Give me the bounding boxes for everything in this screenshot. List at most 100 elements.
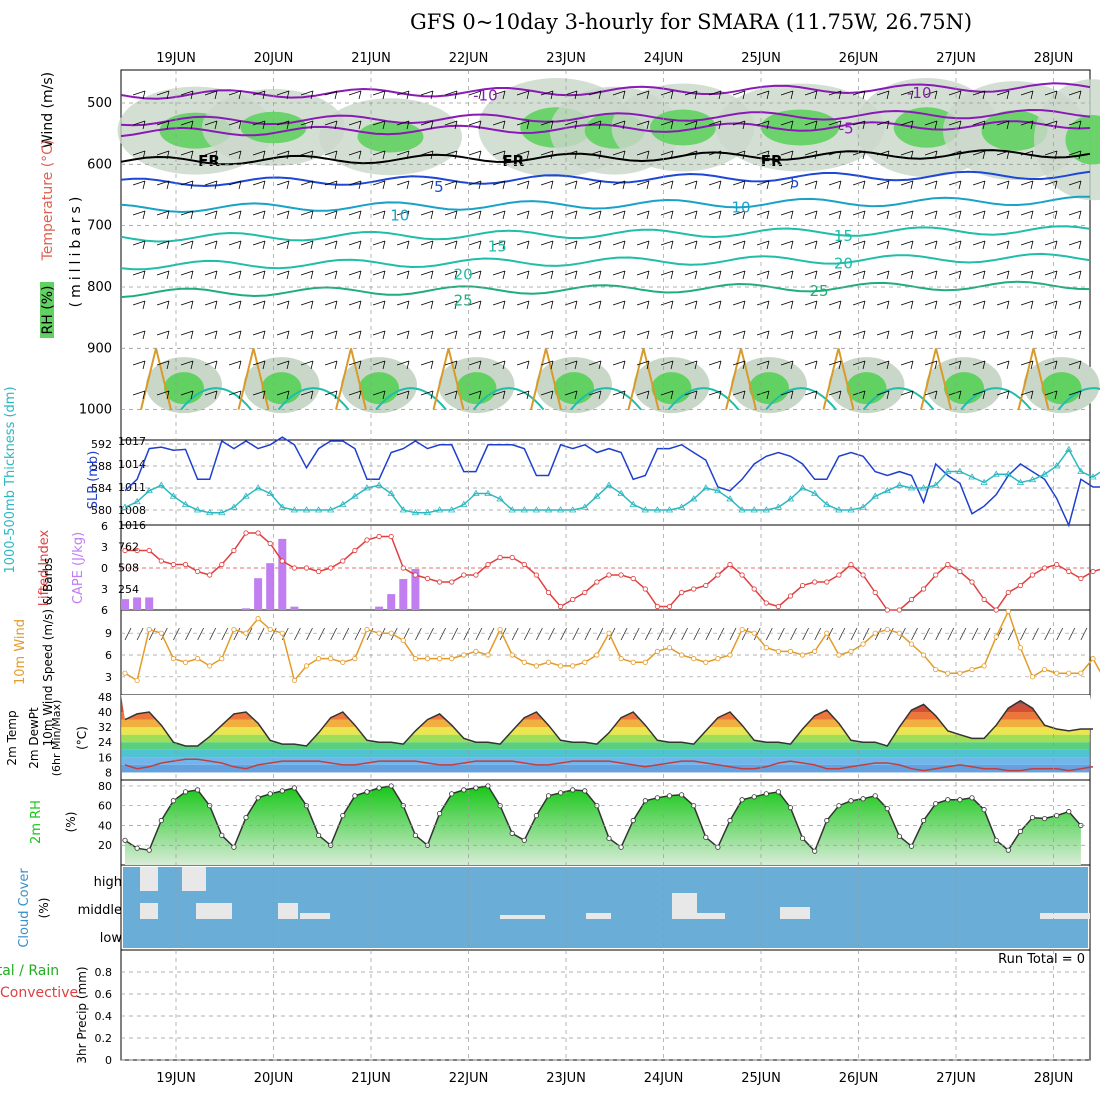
wind-barb <box>996 90 1010 96</box>
wind-barb <box>1030 120 1034 130</box>
wind10m-series-point <box>376 630 382 636</box>
rh2m-series-point <box>945 797 951 803</box>
wind-barb <box>214 300 218 310</box>
wind-barb <box>910 210 914 220</box>
wind-barb <box>526 330 530 340</box>
rh2m-series-point <box>884 806 890 812</box>
thickness-series-point <box>145 486 153 494</box>
wind10m-series-point <box>618 656 624 662</box>
pressure-tick-label: 800 <box>87 280 112 295</box>
wind-barb <box>1020 240 1034 246</box>
thickness-series-point <box>750 506 758 513</box>
wind10m-series-point <box>400 637 406 644</box>
wind-barb <box>622 210 626 220</box>
thickness-series-point <box>556 506 565 513</box>
wind-barb <box>324 210 338 216</box>
wind-barb <box>718 390 722 400</box>
wind-barb <box>804 270 818 276</box>
wind-barb <box>598 300 602 310</box>
wind-barb <box>550 360 554 370</box>
wind10m-series-point <box>1078 670 1084 676</box>
rh-shading <box>749 372 789 405</box>
wind-barb <box>540 150 554 156</box>
wind-barb <box>564 270 578 276</box>
wind-barb-10m <box>378 627 386 641</box>
pressure-tick-label: 600 <box>87 157 112 172</box>
wind-barb <box>852 330 866 336</box>
wind-barb <box>766 240 770 250</box>
wind-barb <box>358 330 362 340</box>
thickness-series-point <box>496 495 504 502</box>
lifted-index-series-point <box>388 533 394 540</box>
date-label-bottom: 27JUN <box>936 1071 976 1086</box>
lifted-index-series-point <box>303 565 310 571</box>
wind-barb <box>804 210 818 216</box>
wind10m-series-point <box>594 652 600 658</box>
rh2m-series-point <box>981 807 987 813</box>
lifted-index-series-point <box>449 579 455 585</box>
lifted-index-series-point <box>630 575 636 582</box>
wind-barb <box>526 390 530 400</box>
axis-label-wind-full: 10m Wind Speed (m/s) & Barbs <box>41 558 55 747</box>
wind-barb <box>238 300 242 310</box>
date-label-bottom: 20JUN <box>254 1071 294 1086</box>
wind-barb <box>828 330 842 336</box>
thickness-series-point <box>157 481 166 488</box>
wind10m-series-point <box>328 656 334 662</box>
wind-barb <box>156 300 170 306</box>
wind-barb <box>262 390 266 400</box>
wind-barb <box>948 240 962 246</box>
cape-tick-label: 254 <box>118 583 139 596</box>
wind-barb <box>588 150 602 156</box>
wind-barb <box>732 390 746 396</box>
wind-barb <box>478 270 482 280</box>
dewpoint-series <box>124 758 1094 772</box>
wind-barb <box>564 390 578 396</box>
lifted-index-series-point <box>1090 568 1096 575</box>
temp-tick-label: 24 <box>98 736 112 749</box>
wind-barb <box>636 330 650 336</box>
wind-barb <box>564 300 578 306</box>
surface-isotherm <box>920 348 952 410</box>
wind10m-series-point <box>557 663 564 669</box>
wind-barb <box>492 240 506 246</box>
wind-barb <box>804 120 818 126</box>
cape-tick-label: 508 <box>118 562 139 575</box>
wind-barb <box>348 330 362 336</box>
wind-barb-10m <box>366 627 374 641</box>
wind-barb <box>708 180 722 186</box>
wind-barb <box>886 90 890 100</box>
axis-label-dewpt: 2m DewPt <box>27 707 41 769</box>
wind-barb <box>838 210 842 220</box>
wind-barb <box>574 270 578 280</box>
axis-label-precip: 3hr Precip (mm) <box>75 966 89 1063</box>
rh2m-series-point <box>582 788 588 794</box>
wind10m-series-point <box>170 656 176 662</box>
wind-barb <box>828 270 842 276</box>
wind-barb <box>732 240 746 246</box>
wind-barb <box>238 360 242 370</box>
wind-barb <box>694 360 698 370</box>
rh2m-series-point <box>279 788 285 794</box>
wind-barb <box>166 180 170 190</box>
wind-barb <box>780 150 794 156</box>
wind10m-series-point <box>219 656 225 662</box>
wind10m-series-point <box>158 630 164 636</box>
date-label-top: 27JUN <box>936 51 976 66</box>
wind-barb <box>372 90 386 96</box>
wind-barb <box>886 180 890 190</box>
wind-barb <box>444 180 458 186</box>
wind-barb <box>742 150 746 160</box>
wind-barb <box>478 240 482 250</box>
wind-barb <box>1078 330 1082 340</box>
wind-barb <box>934 180 938 190</box>
cloud-cover-block <box>1040 913 1090 919</box>
wind-barb <box>420 210 434 216</box>
wind-barb <box>708 270 722 276</box>
wind-barb <box>430 150 434 160</box>
wind-barb <box>492 270 506 276</box>
wind-barb <box>636 390 650 396</box>
thickness-series-point <box>242 492 250 499</box>
wind-barb-10m <box>330 627 338 641</box>
wind10m-series-point <box>243 630 249 636</box>
